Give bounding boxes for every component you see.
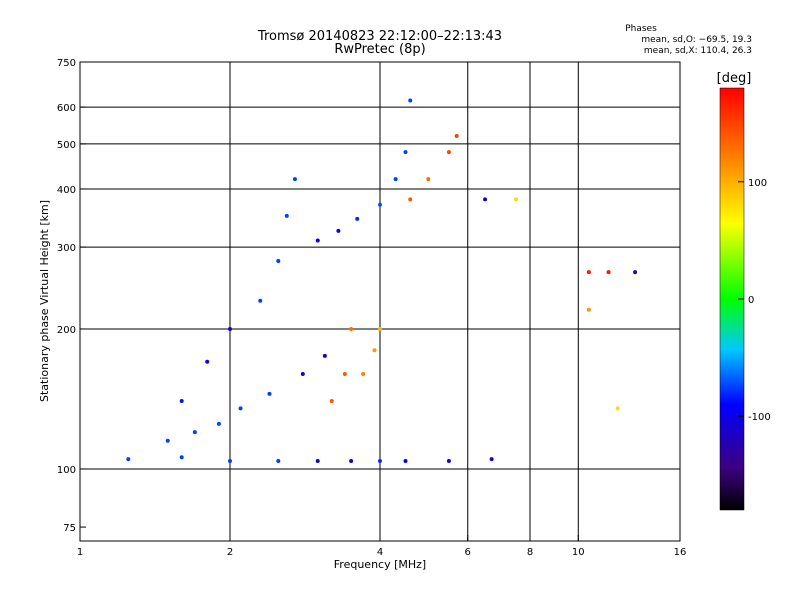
data-point (238, 406, 243, 411)
data-point (378, 326, 382, 331)
data-point (372, 348, 377, 353)
x-tick-label: 6 (465, 547, 471, 558)
y-tick-label: 200 (57, 325, 76, 336)
data-point (403, 150, 408, 155)
phases-x-stats: mean, sd,X: 110.4, 26.3 (644, 46, 752, 56)
x-tick-label: 4 (377, 547, 383, 558)
y-tick-label: 400 (57, 185, 76, 196)
data-point (446, 150, 451, 155)
x-tick-label: 10 (572, 547, 585, 558)
y-tick-label: 75 (63, 523, 76, 534)
data-point (322, 353, 327, 358)
data-point (315, 459, 320, 464)
x-axis-label: Frequency [MHz] (334, 558, 426, 571)
data-point (179, 399, 184, 404)
data-point (408, 98, 413, 103)
data-point (329, 399, 334, 404)
data-point (216, 421, 221, 426)
y-tick-label: 750 (57, 58, 76, 69)
data-point (446, 459, 451, 464)
x-tick-label: 16 (674, 547, 687, 558)
y-tick-label: 600 (57, 103, 76, 114)
data-point (276, 459, 281, 464)
data-point (205, 359, 210, 364)
data-point (514, 197, 519, 202)
phases-title: Phases (625, 24, 657, 34)
chart-subtitle: RwPretec (8p) (334, 42, 425, 57)
data-point (393, 177, 398, 182)
data-points (126, 98, 638, 464)
data-point (586, 307, 591, 312)
data-point (284, 213, 289, 218)
data-point (267, 391, 272, 396)
data-point (403, 459, 408, 464)
colorbar-tick-label: 100 (748, 178, 767, 189)
axis-ticks: 1 2 4 6 8 10 16 75 100 200 300 400 500 600 750 (57, 58, 686, 558)
data-point (228, 326, 232, 331)
colorbar-tick-label: 0 (748, 295, 754, 306)
data-point (315, 238, 320, 243)
data-point (228, 459, 232, 464)
data-point (361, 372, 366, 377)
y-axis-label: Stationary phase Virtual Height [km] (38, 200, 51, 402)
y-tick-label: 300 (57, 243, 76, 254)
phases-o-stats: mean, sd,O: −69.5, 19.3 (641, 35, 752, 45)
data-point (378, 202, 382, 207)
data-point (276, 259, 281, 264)
data-point (300, 372, 305, 377)
data-point (342, 372, 347, 377)
x-tick-label: 8 (527, 547, 533, 558)
data-point (292, 177, 297, 182)
data-point (336, 228, 341, 233)
data-point (489, 457, 494, 462)
data-point (408, 197, 413, 202)
data-point (126, 457, 131, 462)
data-point (349, 326, 354, 331)
x-tick-label: 1 (77, 547, 83, 558)
data-point (165, 438, 170, 443)
data-point (258, 298, 263, 303)
chart-title: Tromsø 20140823 22:12:00–22:13:43 (257, 29, 502, 44)
colorbar-tick-label: -100 (748, 412, 771, 423)
data-point (633, 270, 638, 275)
data-point (355, 216, 360, 221)
data-point (179, 455, 184, 460)
data-point (192, 430, 197, 435)
y-tick-label: 100 (57, 465, 76, 476)
y-tick-label: 500 (57, 140, 76, 151)
data-point (454, 133, 459, 138)
x-tick-label: 2 (227, 547, 233, 558)
data-point (426, 177, 431, 182)
data-point (378, 459, 382, 464)
colorbar-ticks: 100 0 -100 (738, 178, 771, 423)
data-point (349, 459, 354, 464)
data-point (606, 270, 611, 275)
colorbar-label: [deg] (717, 71, 752, 86)
data-point (615, 406, 620, 411)
data-point (586, 270, 591, 275)
data-point (483, 197, 488, 202)
